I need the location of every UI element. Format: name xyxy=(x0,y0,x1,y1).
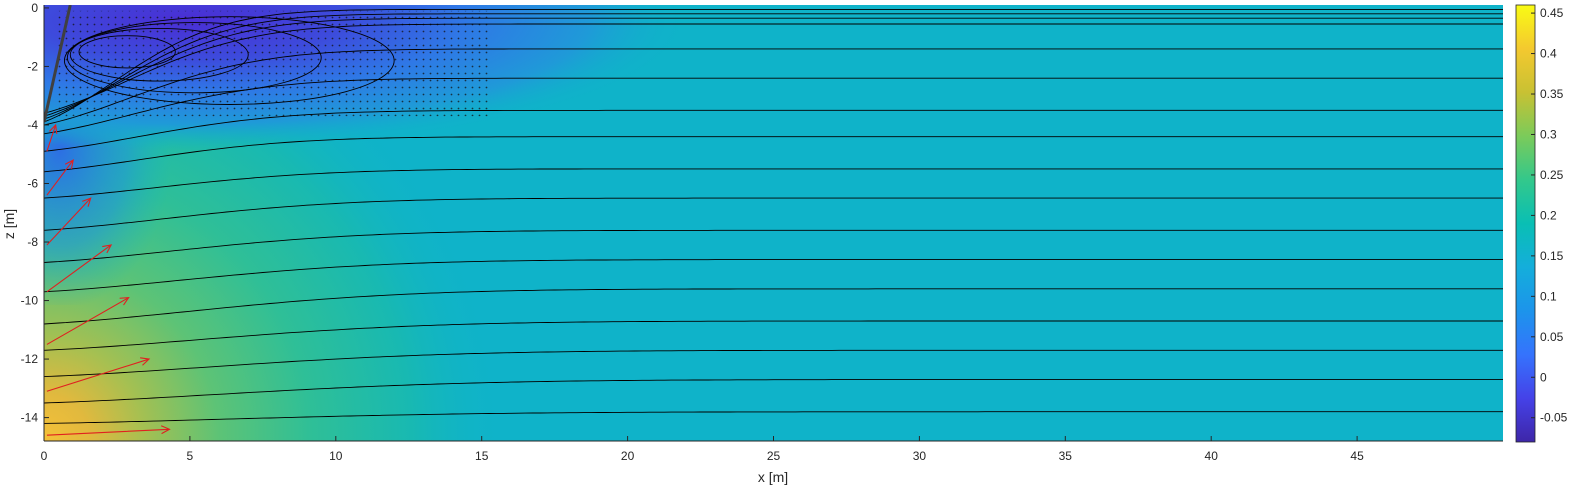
recirculation-loop xyxy=(78,35,176,69)
streamline xyxy=(44,8,1503,123)
colorbar-ticks: -0.05 0 0.05 0.1 0.15 0.2 0.25 0.3 0.35 0.4 0.45 xyxy=(1531,6,1568,425)
streamline xyxy=(44,23,1503,114)
plot-area xyxy=(44,5,1503,441)
x-tick-label: 0 xyxy=(41,449,48,463)
y-ticks: 0 -2 -4 -6 -8 -10 -12 -14 xyxy=(21,1,49,425)
colorbar-tick-label: 0.25 xyxy=(1540,168,1564,182)
streamline xyxy=(44,379,1503,404)
colorbar-tick-label: 0.05 xyxy=(1540,330,1564,344)
colorbar-tick-label: 0.4 xyxy=(1540,47,1557,61)
y-tick-label: -14 xyxy=(21,411,39,425)
colorbar-tick-label: 0.3 xyxy=(1540,127,1557,141)
x-tick-label: 35 xyxy=(1059,449,1073,463)
streamline xyxy=(44,259,1503,293)
x-tick-label: 10 xyxy=(329,449,343,463)
x-tick-label: 45 xyxy=(1350,449,1364,463)
axes: 0 5 10 15 20 25 30 35 40 45 0 -2 -4 -6 -8 -10 -12 -14 x … xyxy=(1,1,1503,485)
stipple-dots xyxy=(58,10,491,117)
y-axis-label: z [m] xyxy=(1,209,17,239)
x-ticks: 0 5 10 15 20 25 30 35 40 45 xyxy=(41,436,1364,463)
x-axis-label: x [m] xyxy=(758,469,788,485)
streamline xyxy=(44,109,1503,152)
y-tick-label: -12 xyxy=(21,352,39,366)
streamline xyxy=(44,411,1503,424)
colorbar-tick-label: 0.2 xyxy=(1540,208,1557,222)
structure-outline xyxy=(44,5,72,123)
streamline xyxy=(44,48,1503,126)
velocity-arrows xyxy=(46,123,171,436)
x-tick-label: 15 xyxy=(475,449,489,463)
y-tick-label: -2 xyxy=(27,59,38,73)
velocity-arrow xyxy=(46,296,130,345)
streamlines xyxy=(44,8,1503,424)
colorbar-tick-label: 0.1 xyxy=(1540,289,1557,303)
streamline xyxy=(44,288,1503,325)
velocity-arrow xyxy=(46,357,151,392)
colorbar-tick-label: -0.05 xyxy=(1540,411,1568,425)
colorbar-tick-label: 0.15 xyxy=(1540,249,1564,263)
velocity-arrow xyxy=(46,159,74,196)
recirculation-loops xyxy=(63,16,395,105)
x-tick-label: 30 xyxy=(913,449,927,463)
stippled-region xyxy=(58,10,491,117)
streamline xyxy=(44,168,1503,199)
x-tick-label: 25 xyxy=(767,449,781,463)
y-tick-label: -8 xyxy=(27,235,38,249)
streamline xyxy=(44,197,1503,231)
recirculation-loop xyxy=(69,27,249,82)
structure-segment xyxy=(44,5,72,123)
velocity-arrow xyxy=(46,425,171,436)
streamline xyxy=(44,349,1503,378)
velocity-arrow xyxy=(46,197,92,246)
y-tick-label: -10 xyxy=(21,294,39,308)
streamline xyxy=(44,77,1503,135)
x-tick-label: 20 xyxy=(621,449,635,463)
streamline xyxy=(44,136,1503,173)
streamline xyxy=(44,320,1503,351)
colorbar-gradient xyxy=(1515,4,1536,443)
streamline xyxy=(44,229,1503,263)
colorbar-tick-label: 0.35 xyxy=(1540,87,1564,101)
recirculation-loop xyxy=(66,22,322,94)
velocity-arrow xyxy=(46,244,113,293)
recirculation-loop xyxy=(63,16,395,105)
y-tick-label: -4 xyxy=(27,118,38,132)
y-tick-label: 0 xyxy=(31,1,38,15)
y-tick-label: -6 xyxy=(27,176,38,190)
colorbar-tick-label: 0.45 xyxy=(1540,6,1564,20)
colorbar: -0.05 0 0.05 0.1 0.15 0.2 0.25 0.3 0.35 0.4 0.45 xyxy=(1515,4,1568,443)
x-tick-label: 40 xyxy=(1205,449,1219,463)
streamline xyxy=(44,17,1503,117)
velocity-arrow xyxy=(46,123,58,152)
colorbar-tick-label: 0 xyxy=(1540,370,1547,384)
x-tick-label: 5 xyxy=(187,449,194,463)
